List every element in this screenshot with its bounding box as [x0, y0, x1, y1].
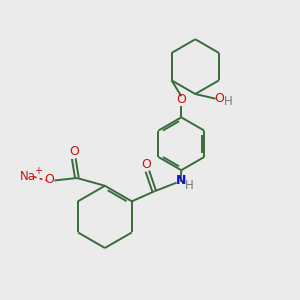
- Text: Na: Na: [20, 170, 36, 183]
- Text: O: O: [70, 146, 80, 158]
- Text: H: H: [224, 95, 233, 108]
- Text: H: H: [185, 179, 194, 192]
- Text: O: O: [176, 93, 186, 106]
- Text: O: O: [141, 158, 151, 171]
- Text: +: +: [34, 166, 42, 176]
- Text: O: O: [214, 92, 224, 105]
- Text: N: N: [176, 174, 186, 187]
- Text: O: O: [44, 173, 54, 186]
